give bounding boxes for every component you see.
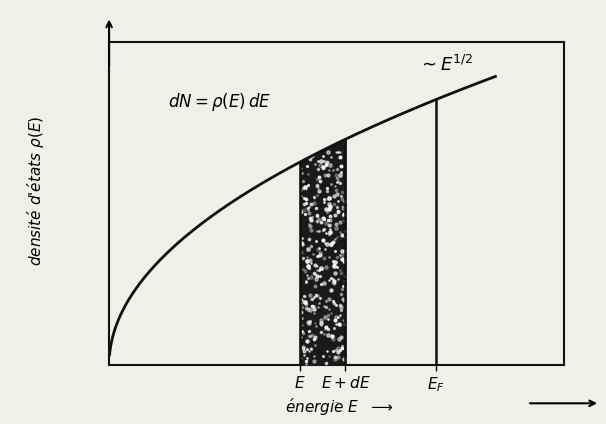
Text: $\acute{e}nergie\ E$  $\longrightarrow$: $\acute{e}nergie\ E$ $\longrightarrow$: [285, 396, 393, 418]
Text: densit$\acute{e}$ d'$\acute{e}$tats $\rho(E)$: densit$\acute{e}$ d'$\acute{e}$tats $\rh…: [25, 116, 47, 266]
Text: $\sim E^{1/2}$: $\sim E^{1/2}$: [418, 55, 473, 75]
Text: $dN = \rho(E)\, dE$: $dN = \rho(E)\, dE$: [168, 91, 271, 113]
X-axis label: $\'energie\ E$: $\'energie\ E$: [332, 399, 341, 405]
